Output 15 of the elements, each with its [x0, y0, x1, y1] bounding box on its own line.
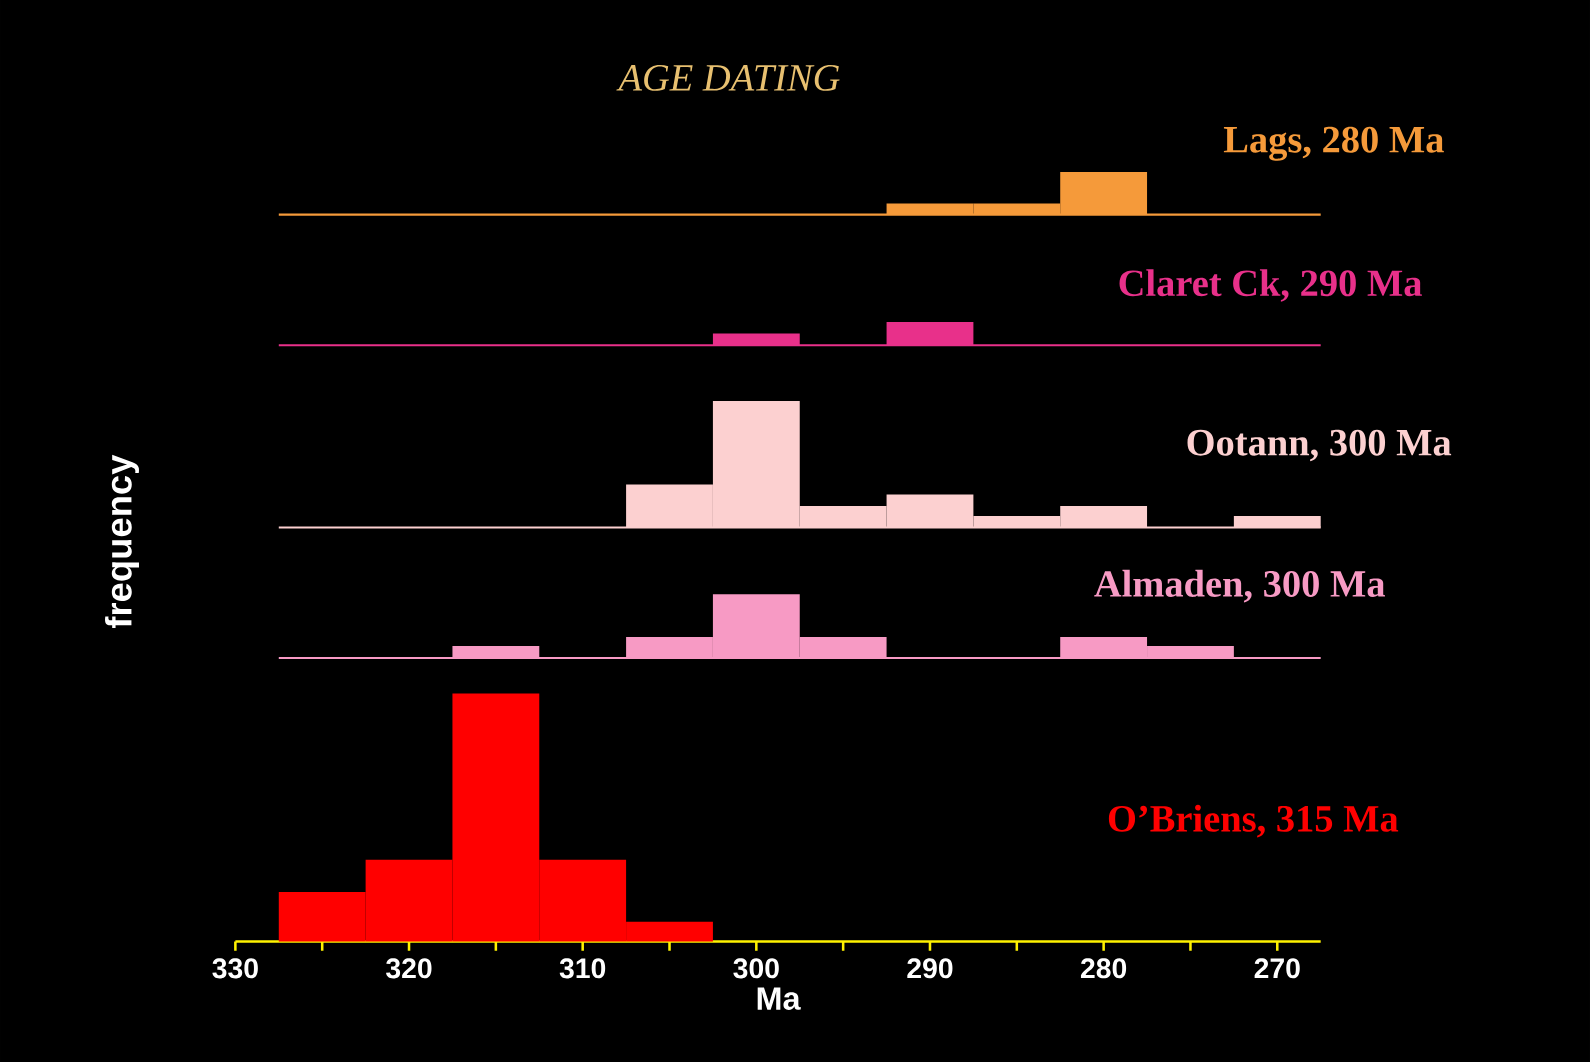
- annotation: Almaden, 300 Ma: [1094, 569, 1385, 603]
- x-tick-label: 320: [386, 958, 432, 979]
- text: Claret Ck, 290 Ma: [1119, 269, 1422, 302]
- text: Lags, 280 Ma: [1223, 126, 1444, 161]
- x-axis-title: Ma: [757, 987, 801, 1010]
- x-tick-label: 310: [559, 958, 606, 979]
- x-tick-label: 270: [1254, 958, 1300, 979]
- x-tick-label: 330: [212, 958, 258, 979]
- annotation: Ootann, 300 Ma: [1187, 429, 1452, 462]
- x-tick-label: 280: [1080, 958, 1127, 979]
- y-axis-title: frequency: [105, 454, 139, 629]
- chart-title: AGE DATING: [616, 65, 840, 91]
- x-tick-label: 290: [907, 958, 953, 979]
- x-tick-label: 300: [733, 958, 779, 979]
- annotation: O’Briens, 315 Ma: [1108, 804, 1399, 838]
